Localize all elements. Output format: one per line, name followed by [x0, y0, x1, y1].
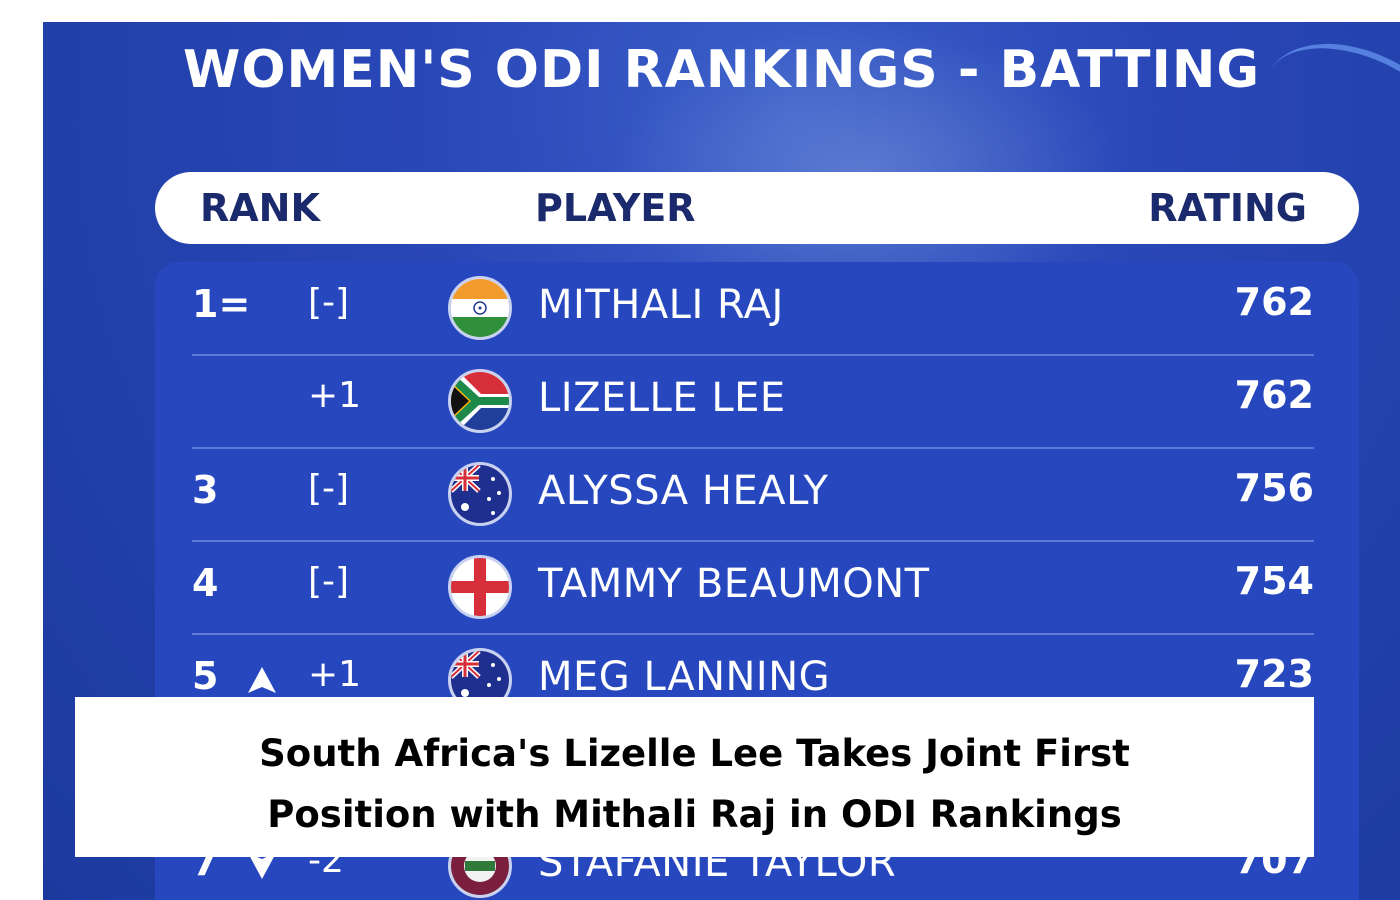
- player-rating: 756: [1234, 466, 1314, 510]
- south-africa-flag-icon: [448, 369, 512, 433]
- headline-line-2: Position with Mithali Raj in ODI Ranking…: [267, 793, 1122, 836]
- ranking-row: 4 [-] TAMMY BEAUMONT 754: [192, 541, 1314, 635]
- player-name: MEG LANNING: [538, 654, 831, 700]
- rank-value: 3: [192, 468, 219, 512]
- player-rating: 762: [1234, 373, 1314, 417]
- table-header: RANK PLAYER RATING: [155, 172, 1359, 244]
- player-rating: 762: [1234, 280, 1314, 324]
- rank-value: 4: [192, 561, 219, 605]
- player-name: LIZELLE LEE: [538, 375, 786, 421]
- graphic-title: WOMEN'S ODI RANKINGS - BATTING: [182, 40, 1261, 100]
- player-name: ALYSSA HEALY: [538, 468, 829, 514]
- player-rating: 723: [1234, 652, 1314, 696]
- down-arrow-icon: [248, 853, 276, 883]
- england-flag-icon: [448, 555, 512, 619]
- india-flag-icon: [448, 276, 512, 340]
- column-header-player: PLAYER: [535, 186, 696, 230]
- rank-movement: [-]: [308, 282, 350, 323]
- headline: South Africa's Lizelle Lee Takes Joint F…: [75, 723, 1314, 845]
- rank-movement: [-]: [308, 468, 350, 509]
- column-header-rank: RANK: [200, 186, 320, 230]
- rank-movement: +1: [308, 654, 362, 695]
- headline-box: South Africa's Lizelle Lee Takes Joint F…: [75, 697, 1314, 857]
- rank-movement: [-]: [308, 561, 350, 602]
- up-arrow-icon: [248, 667, 276, 697]
- rank-value: 1=: [192, 282, 251, 326]
- ranking-row: +1 LIZELLE LEE 762: [192, 355, 1314, 449]
- rank-value: 5: [192, 654, 219, 698]
- rank-movement: +1: [308, 375, 362, 416]
- ranking-row: 1= [-] MITHALI RAJ 762: [192, 262, 1314, 356]
- column-header-rating: RATING: [1148, 186, 1307, 230]
- australia-flag-icon: [448, 462, 512, 526]
- ranking-row: 3 [-]: [192, 448, 1314, 542]
- headline-line-1: South Africa's Lizelle Lee Takes Joint F…: [259, 732, 1130, 775]
- player-name: TAMMY BEAUMONT: [538, 561, 930, 607]
- player-name: MITHALI RAJ: [538, 282, 784, 328]
- player-rating: 754: [1234, 559, 1314, 603]
